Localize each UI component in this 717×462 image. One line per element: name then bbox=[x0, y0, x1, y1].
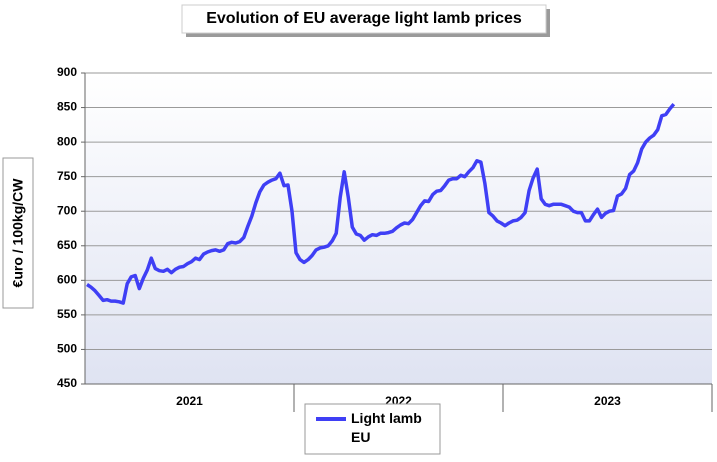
y-tick-label: 650 bbox=[57, 238, 77, 252]
legend-line2: EU bbox=[351, 429, 370, 445]
legend-box bbox=[304, 403, 441, 455]
chart-title: Evolution of EU average light lamb price… bbox=[206, 10, 522, 27]
x-tick-label: 2021 bbox=[176, 394, 203, 408]
y-tick-label: 600 bbox=[57, 273, 77, 287]
legend-line1: Light lamb bbox=[351, 410, 422, 426]
y-tick-label: 850 bbox=[57, 100, 77, 114]
title-box bbox=[181, 4, 547, 34]
y-label-box bbox=[2, 157, 34, 309]
y-tick-label: 450 bbox=[57, 376, 77, 390]
y-tick-label: 500 bbox=[57, 342, 77, 356]
y-axis-label: €uro / 100kg/CW bbox=[10, 178, 26, 288]
legend-label: Light lamb EU bbox=[351, 410, 422, 445]
y-tick-label: 900 bbox=[57, 65, 77, 79]
x-tick-label: 2023 bbox=[594, 394, 621, 408]
y-tick-label: 750 bbox=[57, 169, 77, 183]
y-tick-label: 800 bbox=[57, 134, 77, 148]
marks bbox=[86, 102, 676, 305]
y-tick-label: 550 bbox=[57, 307, 77, 321]
y-tick-label: 700 bbox=[57, 203, 77, 217]
price-line bbox=[86, 102, 676, 305]
